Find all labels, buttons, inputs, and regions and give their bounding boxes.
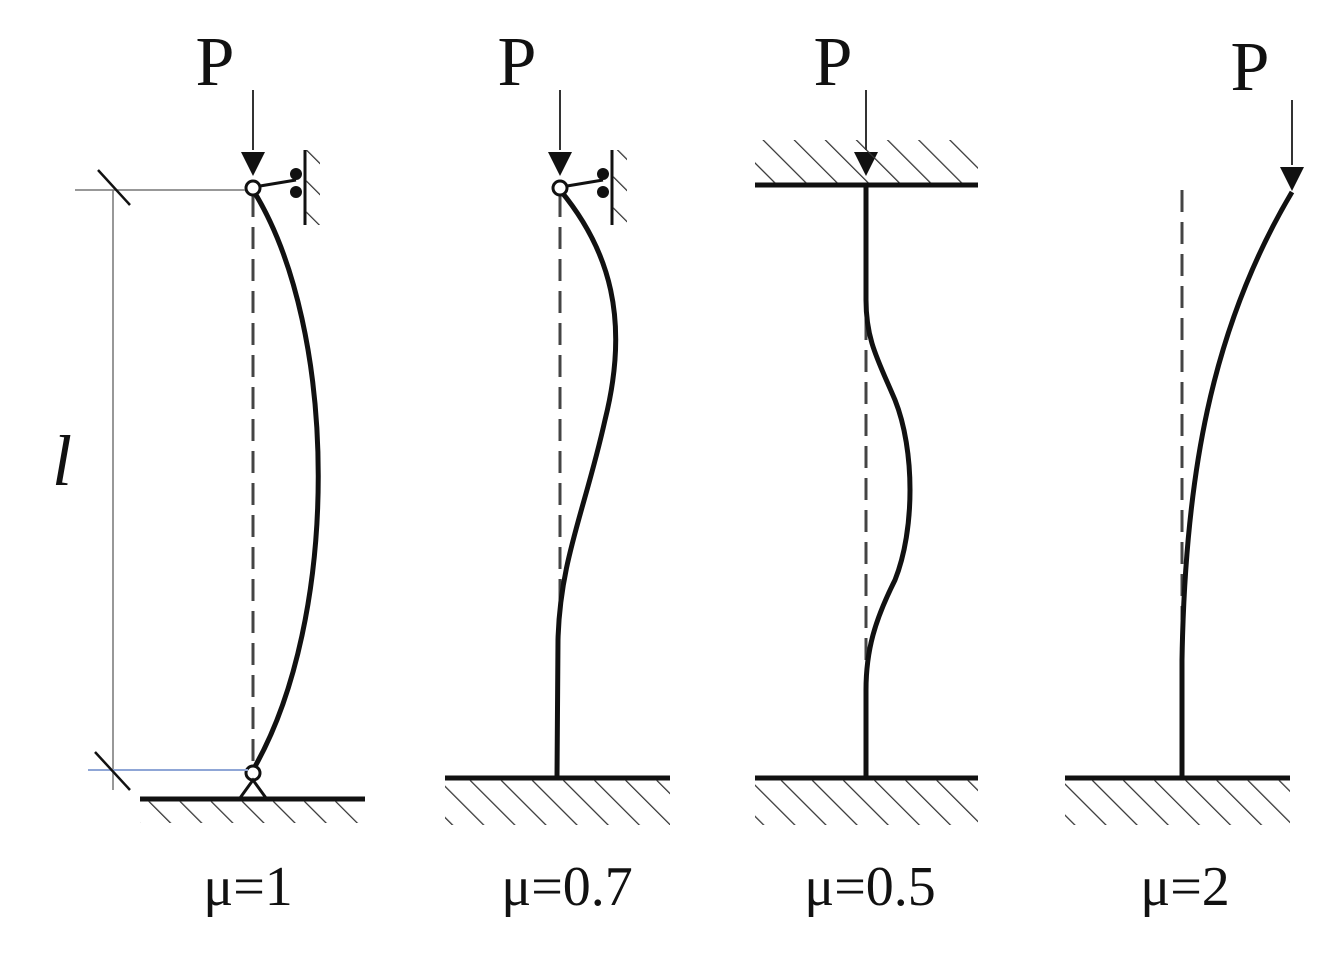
factor-label: μ=0.5	[804, 856, 936, 918]
top-pin	[551, 179, 569, 197]
ground-hatch	[445, 780, 670, 825]
top-pin	[244, 179, 262, 197]
arrow-head	[241, 152, 265, 176]
roller	[290, 168, 302, 180]
column-1: P l μ=1	[52, 24, 365, 918]
dimension-tick	[94, 751, 131, 791]
buckled-shape	[250, 188, 321, 772]
roller	[597, 186, 609, 198]
dimension-tick	[97, 169, 131, 206]
buckled-shape	[554, 188, 619, 778]
load-label: P	[498, 24, 537, 101]
roller-link	[566, 178, 604, 188]
column-2: P μ=0.7	[445, 24, 670, 918]
load-label: P	[196, 24, 235, 101]
arrow-head	[548, 152, 572, 176]
roller	[597, 168, 609, 180]
factor-label: μ=0.7	[501, 856, 633, 918]
factor-label: μ=1	[203, 856, 293, 918]
column-3: P μ=0.5	[755, 24, 978, 918]
ground-hatch	[140, 801, 365, 823]
wall-hatch	[613, 150, 627, 225]
load-label: P	[814, 24, 853, 101]
buckled-shape	[1179, 190, 1295, 777]
column-4: P μ=2	[1065, 29, 1304, 918]
load-label: P	[1231, 29, 1270, 106]
ground-hatch	[755, 780, 978, 825]
arrow-head	[1280, 167, 1304, 191]
buckled-shape	[863, 185, 913, 777]
pin-support	[237, 777, 269, 800]
length-label: l	[52, 421, 72, 501]
roller-link	[259, 178, 297, 188]
wall-hatch	[306, 150, 320, 225]
top-hatch	[755, 140, 978, 183]
factor-label: μ=2	[1140, 856, 1230, 918]
roller	[290, 186, 302, 198]
ground-hatch	[1065, 780, 1290, 825]
